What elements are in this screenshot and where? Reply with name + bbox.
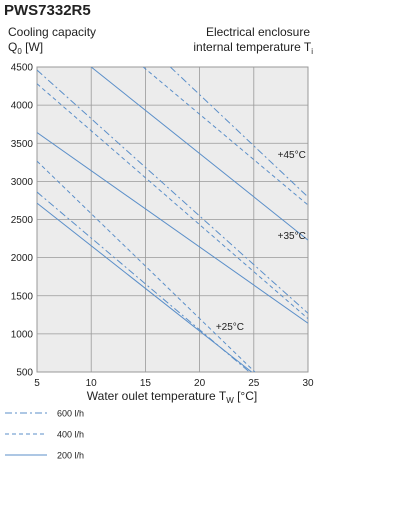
- x-axis-label-unit: [°C]: [234, 389, 257, 403]
- data-line: [37, 69, 308, 314]
- y-tick-label: 1500: [11, 291, 34, 302]
- x-axis-label: Water oulet temperature TW [°C]: [87, 389, 257, 405]
- y-tick-label: 3500: [11, 139, 34, 150]
- y-tick-label: 3000: [11, 177, 34, 188]
- data-line: [169, 67, 308, 198]
- data-line: [37, 202, 252, 372]
- right-label-text: internal temperature T: [193, 40, 312, 54]
- right-label-sub: i: [311, 47, 313, 56]
- group-label: +25°C: [216, 322, 244, 333]
- legend-label: 400 l/h: [57, 430, 84, 440]
- y-axis-label-unit: [W]: [22, 40, 43, 54]
- y-axis-label-text: Q: [8, 40, 17, 54]
- y-tick-label: 2500: [11, 215, 34, 226]
- data-line: [37, 191, 250, 372]
- chart-title: PWS7332R5: [4, 2, 91, 19]
- y-tick-label: 1000: [11, 329, 34, 340]
- data-line: [37, 83, 308, 320]
- y-tick-label: 2000: [11, 253, 34, 264]
- x-tick-label: 20: [194, 378, 206, 389]
- group-label: +35°C: [278, 231, 306, 242]
- y-axis-label: Q0 [W]: [8, 40, 43, 56]
- x-tick-label: 5: [34, 378, 40, 389]
- y-tick-label: 4500: [11, 63, 34, 74]
- x-tick-label: 15: [140, 378, 152, 389]
- right-label: Electrical enclosure: [206, 25, 310, 39]
- y-tick-label: 500: [16, 368, 33, 379]
- data-line: [37, 132, 308, 324]
- y-tick-label: 4000: [11, 101, 34, 112]
- x-axis-label-sub: W: [226, 396, 234, 405]
- data-line: [142, 67, 308, 206]
- x-tick-label: 10: [86, 378, 98, 389]
- y-axis-label: Cooling capacity: [8, 25, 96, 39]
- plot-lines: [37, 67, 308, 372]
- y-axis-label-sub: 0: [17, 47, 22, 56]
- x-axis-label-text: Water oulet temperature T: [87, 389, 227, 403]
- data-line: [37, 160, 256, 372]
- right-label: internal temperature Ti: [193, 40, 313, 56]
- group-label: +45°C: [278, 150, 306, 161]
- data-line: [90, 67, 308, 241]
- legend-label: 600 l/h: [57, 409, 84, 419]
- legend-label: 200 l/h: [57, 451, 84, 461]
- x-tick-label: 25: [248, 378, 260, 389]
- x-tick-label: 30: [302, 378, 314, 389]
